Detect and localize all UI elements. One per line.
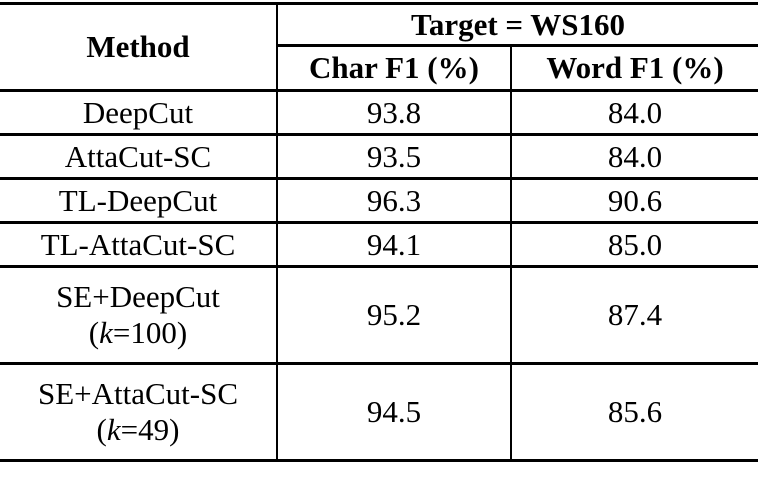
method-cell: DeepCut	[0, 90, 278, 136]
method-cell: SE+DeepCut (k=100)	[0, 266, 278, 365]
table-row-deepcut: DeepCut 93.8 84.0	[0, 90, 758, 136]
table-row-tl-attacut-sc: TL-AttaCut-SC 94.1 85.0	[0, 222, 758, 268]
table-row-attacut-sc: AttaCut-SC 93.5 84.0	[0, 134, 758, 180]
method-parameter: (k=49)	[0, 412, 275, 448]
char-f1-cell: 94.1	[277, 222, 512, 268]
char-f1-cell: 96.3	[277, 178, 512, 224]
param-value: =100)	[112, 315, 188, 350]
results-table: Method Target = WS160 Char F1 (%) Word F…	[0, 2, 758, 462]
param-value: =49)	[120, 412, 180, 447]
word-f1-column-header: Word F1 (%)	[511, 45, 758, 92]
word-f1-cell: 87.4	[511, 266, 758, 365]
method-parameter: (k=100)	[0, 315, 275, 351]
word-f1-cell: 84.0	[511, 134, 758, 180]
word-f1-cell: 85.0	[511, 222, 758, 268]
param-open-paren: (	[88, 315, 100, 350]
table-row-se-deepcut: SE+DeepCut (k=100) 95.2 87.4	[0, 266, 758, 365]
header-row-target: Method Target = WS160	[0, 2, 758, 92]
method-name: SE+AttaCut-SC	[37, 376, 239, 412]
method-column-header: Method	[0, 2, 278, 92]
char-f1-cell: 93.5	[277, 134, 512, 180]
word-f1-cell: 85.6	[511, 363, 758, 462]
method-cell: TL-DeepCut	[0, 178, 278, 224]
char-f1-cell: 95.2	[277, 266, 512, 365]
table-row-se-attacut-sc: SE+AttaCut-SC (k=49) 94.5 85.6	[0, 363, 758, 462]
word-f1-cell: 90.6	[511, 178, 758, 224]
table-row-tl-deepcut: TL-DeepCut 96.3 90.6	[0, 178, 758, 224]
target-group-header: Target = WS160	[277, 2, 758, 47]
param-open-paren: (	[96, 412, 107, 447]
method-name: SE+DeepCut	[56, 279, 220, 315]
method-cell: AttaCut-SC	[0, 134, 278, 180]
word-f1-cell: 84.0	[511, 90, 758, 136]
param-variable-k: k	[106, 412, 121, 447]
header-row-metrics: Char F1 (%) Word F1 (%)	[0, 45, 758, 92]
method-cell: TL-AttaCut-SC	[0, 222, 278, 268]
method-cell: SE+AttaCut-SC (k=49)	[0, 363, 278, 462]
param-variable-k: k	[99, 315, 113, 350]
char-f1-column-header: Char F1 (%)	[277, 45, 512, 92]
char-f1-cell: 94.5	[277, 363, 512, 462]
char-f1-cell: 93.8	[277, 90, 512, 136]
